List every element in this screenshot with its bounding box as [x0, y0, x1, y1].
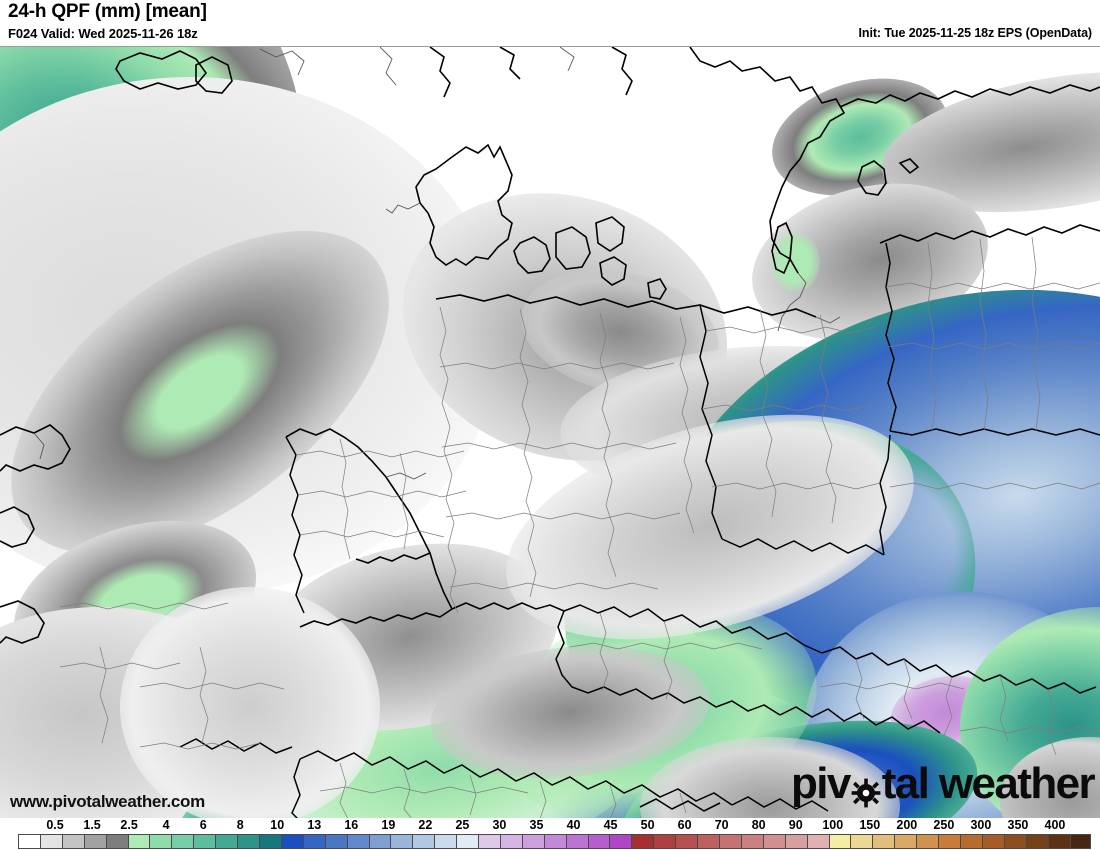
- colorbar-tick-label: 1.5: [83, 818, 101, 832]
- precip-blob-sweden-coast-green: [770, 232, 820, 292]
- colorbar-swatch: [18, 834, 40, 849]
- colorbar-swatch: [1069, 834, 1092, 849]
- colorbar-swatch: [565, 834, 588, 849]
- colorbar-swatch: [499, 834, 522, 849]
- colorbar-tick-label: 100: [822, 818, 844, 832]
- colorbar-swatch: [61, 834, 84, 849]
- brand-text-part2: tal weather: [881, 759, 1096, 808]
- colorbar-swatch: [697, 834, 719, 849]
- colorbar-tick-label: 60: [677, 818, 692, 832]
- brand-text-part1: piv: [790, 759, 851, 808]
- colorbar-swatch: [149, 834, 172, 849]
- colorbar-swatch: [1025, 834, 1048, 849]
- colorbar-tick-label: 350: [1007, 818, 1029, 832]
- colorbar-swatch: [521, 834, 544, 849]
- colorbar-swatch: [215, 834, 238, 849]
- colorbar-swatch: [280, 834, 303, 849]
- brand-watermark: piv tal weat: [790, 759, 1096, 808]
- colorbar-swatch: [938, 834, 960, 849]
- colorbar-swatch: [587, 834, 610, 849]
- colorbar-swatch: [83, 834, 106, 849]
- colorbar-swatch: [302, 834, 325, 849]
- colorbar-swatch: [171, 834, 194, 849]
- page-title: 24-h QPF (mm) [mean]: [8, 1, 207, 22]
- map-header: 24-h QPF (mm) [mean] F024 Valid: Wed 202…: [0, 0, 1100, 46]
- colorbar-tick-label: 40: [566, 818, 581, 832]
- colorbar-swatch: [1047, 834, 1070, 849]
- colorbar-swatch: [543, 834, 566, 849]
- colorbar-swatch: [784, 834, 807, 849]
- colorbar-tick-label: 30: [492, 818, 507, 832]
- precipitation-colorbar[interactable]: 0.5 1.5 2.5 4 6 8 10 13 16 19 22 25 30 35 40 45 50 60 70 80…: [0, 818, 1100, 850]
- forecast-valid-time: F024 Valid: Wed 2025-11-26 18z: [8, 26, 198, 41]
- model-init-time: Init: Tue 2025-11-25 18z EPS (OpenData): [858, 26, 1093, 40]
- colorbar-swatch: [412, 834, 435, 849]
- colorbar-tick-label: 25: [455, 818, 470, 832]
- colorbar-swatch: [806, 834, 829, 849]
- colorbar-tick-label: 70: [714, 818, 729, 832]
- colorbar-tick-label: 13: [307, 818, 322, 832]
- colorbar-swatch: [346, 834, 369, 849]
- colorbar-tick-label: 16: [344, 818, 359, 832]
- colorbar-tick-label: 150: [859, 818, 881, 832]
- colorbar-swatch: [981, 834, 1004, 849]
- colorbar-tick-label: 6: [199, 818, 207, 832]
- gear-icon: [851, 772, 881, 808]
- colorbar-tick-label: 22: [418, 818, 433, 832]
- colorbar-tick-label: 0.5: [46, 818, 64, 832]
- colorbar-tick-label: 200: [896, 818, 918, 832]
- colorbar-swatch: [368, 834, 391, 849]
- precip-blob-sw-germany-grey: [120, 587, 380, 818]
- colorbar-swatch: [105, 834, 128, 849]
- colorbar-swatch: [390, 834, 413, 849]
- colorbar-tick-label: 80: [751, 818, 766, 832]
- colorbar-swatch: [478, 834, 500, 849]
- colorbar-tick-label: 10: [270, 818, 285, 832]
- colorbar-swatch: [258, 834, 281, 849]
- colorbar-tick-label: 35: [529, 818, 544, 832]
- precip-field-layer: [0, 47, 1100, 818]
- colorbar-tick-label: 250: [933, 818, 955, 832]
- colorbar-swatch: [653, 834, 676, 849]
- site-url-watermark: www.pivotalweather.com: [10, 792, 205, 811]
- geography-overlay: [0, 47, 1100, 818]
- colorbar-tick-label: 50: [640, 818, 655, 832]
- colorbar-tick-label: 19: [381, 818, 396, 832]
- colorbar-swatch: [894, 834, 917, 849]
- colorbar-swatch: [193, 834, 216, 849]
- colorbar-swatch: [850, 834, 873, 849]
- colorbar-swatches: [18, 834, 1092, 849]
- colorbar-swatch: [675, 834, 698, 849]
- colorbar-swatch: [456, 834, 479, 849]
- colorbar-swatch: [127, 834, 150, 849]
- colorbar-swatch: [916, 834, 939, 849]
- colorbar-tick-label: 45: [603, 818, 618, 832]
- colorbar-tick-label: 90: [788, 818, 803, 832]
- colorbar-tick-label: 8: [236, 818, 244, 832]
- precipitation-map[interactable]: www.pivotalweather.com piv: [0, 46, 1100, 818]
- colorbar-swatch: [609, 834, 632, 849]
- colorbar-swatch: [434, 834, 457, 849]
- colorbar-tick-label: 300: [970, 818, 992, 832]
- colorbar-swatch: [39, 834, 62, 849]
- colorbar-tick-labels: 0.5 1.5 2.5 4 6 8 10 13 16 19 22 25 30 35 40 45 50 60 70 80…: [0, 818, 1100, 834]
- colorbar-swatch: [762, 834, 785, 849]
- colorbar-tick-label: 4: [162, 818, 170, 832]
- colorbar-swatch: [237, 834, 259, 849]
- colorbar-tick-label: 2.5: [120, 818, 138, 832]
- colorbar-swatch: [828, 834, 851, 849]
- colorbar-swatch: [1003, 834, 1026, 849]
- colorbar-swatch: [719, 834, 741, 849]
- colorbar-tick-label: 400: [1044, 818, 1066, 832]
- colorbar-swatch: [631, 834, 654, 849]
- colorbar-swatch: [740, 834, 763, 849]
- colorbar-swatch: [959, 834, 982, 849]
- colorbar-swatch: [324, 834, 347, 849]
- colorbar-swatch: [872, 834, 895, 849]
